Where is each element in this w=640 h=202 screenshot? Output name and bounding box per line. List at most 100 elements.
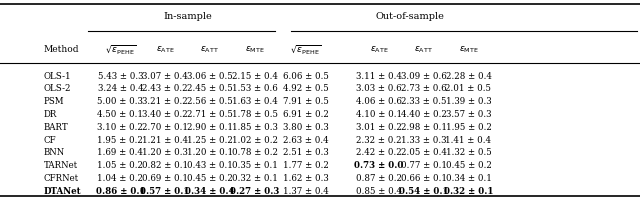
Text: 1.33 ± 0.3: 1.33 ± 0.3 bbox=[401, 135, 447, 144]
Text: 0.35 ± 0.1: 0.35 ± 0.1 bbox=[232, 160, 278, 169]
Text: 0.32 ± 0.1: 0.32 ± 0.1 bbox=[444, 186, 493, 195]
Text: 1.63 ± 0.4: 1.63 ± 0.4 bbox=[232, 97, 278, 106]
Text: 0.77 ± 0.1: 0.77 ± 0.1 bbox=[401, 160, 447, 169]
Text: 3.10 ± 0.2: 3.10 ± 0.2 bbox=[97, 122, 143, 131]
Text: 1.21 ± 0.4: 1.21 ± 0.4 bbox=[142, 135, 188, 144]
Text: 3.40 ± 0.2: 3.40 ± 0.2 bbox=[142, 109, 188, 118]
Text: 1.85 ± 0.3: 1.85 ± 0.3 bbox=[232, 122, 278, 131]
Text: 2.98 ± 0.1: 2.98 ± 0.1 bbox=[401, 122, 447, 131]
Text: 1.41 ± 0.4: 1.41 ± 0.4 bbox=[445, 135, 492, 144]
Text: 1.53 ± 0.6: 1.53 ± 0.6 bbox=[232, 84, 278, 93]
Text: $\epsilon_{\mathrm{ATT}}$: $\epsilon_{\mathrm{ATT}}$ bbox=[414, 44, 433, 55]
Text: $\epsilon_{\mathrm{ATE}}$: $\epsilon_{\mathrm{ATE}}$ bbox=[369, 44, 388, 55]
Text: 2.43 ± 0.2: 2.43 ± 0.2 bbox=[142, 84, 188, 93]
Text: 2.15 ± 0.4: 2.15 ± 0.4 bbox=[232, 71, 278, 80]
Text: DTANet: DTANet bbox=[44, 186, 81, 195]
Text: 0.27 ± 0.3: 0.27 ± 0.3 bbox=[230, 186, 280, 195]
Text: 0.87 ± 0.2: 0.87 ± 0.2 bbox=[356, 173, 402, 182]
Text: PSM: PSM bbox=[44, 97, 64, 106]
Text: 4.50 ± 0.1: 4.50 ± 0.1 bbox=[97, 109, 143, 118]
Text: 0.54 ± 0.1: 0.54 ± 0.1 bbox=[399, 186, 449, 195]
Text: DR: DR bbox=[44, 109, 57, 118]
Text: 2.32 ± 0.2: 2.32 ± 0.2 bbox=[356, 135, 402, 144]
Text: 2.56 ± 0.5: 2.56 ± 0.5 bbox=[187, 97, 233, 106]
Text: 2.01 ± 0.5: 2.01 ± 0.5 bbox=[445, 84, 492, 93]
Text: $\sqrt{\epsilon_{\mathrm{PEHE}}}$: $\sqrt{\epsilon_{\mathrm{PEHE}}}$ bbox=[290, 43, 322, 56]
Text: BNN: BNN bbox=[44, 148, 65, 157]
Text: 3.80 ± 0.3: 3.80 ± 0.3 bbox=[283, 122, 329, 131]
Text: 1.32 ± 0.5: 1.32 ± 0.5 bbox=[445, 148, 492, 157]
Text: 3.09 ± 0.6: 3.09 ± 0.6 bbox=[401, 71, 447, 80]
Text: 1.37 ± 0.4: 1.37 ± 0.4 bbox=[283, 186, 329, 195]
Text: 0.66 ± 0.1: 0.66 ± 0.1 bbox=[401, 173, 447, 182]
Text: $\epsilon_{\mathrm{ATT}}$: $\epsilon_{\mathrm{ATT}}$ bbox=[200, 44, 220, 55]
Text: 0.57 ± 0.1: 0.57 ± 0.1 bbox=[140, 186, 190, 195]
Text: 1.04 ± 0.2: 1.04 ± 0.2 bbox=[97, 173, 143, 182]
Text: 2.33 ± 0.5: 2.33 ± 0.5 bbox=[401, 97, 447, 106]
Text: In-sample: In-sample bbox=[163, 12, 212, 21]
Text: $\epsilon_{\mathrm{ATE}}$: $\epsilon_{\mathrm{ATE}}$ bbox=[156, 44, 175, 55]
Text: 3.01 ± 0.2: 3.01 ± 0.2 bbox=[356, 122, 402, 131]
Text: 3.57 ± 0.3: 3.57 ± 0.3 bbox=[445, 109, 492, 118]
Text: 6.06 ± 0.5: 6.06 ± 0.5 bbox=[283, 71, 329, 80]
Text: $\epsilon_{\mathrm{MTE}}$: $\epsilon_{\mathrm{MTE}}$ bbox=[459, 44, 478, 55]
Text: 2.70 ± 0.1: 2.70 ± 0.1 bbox=[142, 122, 188, 131]
Text: 5.00 ± 0.3: 5.00 ± 0.3 bbox=[97, 97, 143, 106]
Text: 4.06 ± 0.6: 4.06 ± 0.6 bbox=[356, 97, 402, 106]
Text: 1.25 ± 0.2: 1.25 ± 0.2 bbox=[187, 135, 233, 144]
Text: 3.21 ± 0.2: 3.21 ± 0.2 bbox=[142, 97, 188, 106]
Text: Out-of-sample: Out-of-sample bbox=[375, 12, 444, 21]
Text: 2.73 ± 0.6: 2.73 ± 0.6 bbox=[401, 84, 447, 93]
Text: $\sqrt{\epsilon_{\mathrm{PEHE}}}$: $\sqrt{\epsilon_{\mathrm{PEHE}}}$ bbox=[104, 43, 136, 56]
Text: OLS-2: OLS-2 bbox=[44, 84, 71, 93]
Text: 3.11 ± 0.4: 3.11 ± 0.4 bbox=[356, 71, 402, 80]
Text: 1.95 ± 0.2: 1.95 ± 0.2 bbox=[97, 135, 143, 144]
Text: 1.20 ± 0.1: 1.20 ± 0.1 bbox=[187, 148, 233, 157]
Text: 1.77 ± 0.2: 1.77 ± 0.2 bbox=[283, 160, 329, 169]
Text: 4.40 ± 0.2: 4.40 ± 0.2 bbox=[401, 109, 447, 118]
Text: 0.69 ± 0.1: 0.69 ± 0.1 bbox=[142, 173, 188, 182]
Text: 4.92 ± 0.5: 4.92 ± 0.5 bbox=[283, 84, 329, 93]
Text: 1.20 ± 0.3: 1.20 ± 0.3 bbox=[142, 148, 188, 157]
Text: 1.95 ± 0.2: 1.95 ± 0.2 bbox=[445, 122, 492, 131]
Text: OLS-1: OLS-1 bbox=[44, 71, 71, 80]
Text: 3.07 ± 0.4: 3.07 ± 0.4 bbox=[142, 71, 188, 80]
Text: 2.28 ± 0.4: 2.28 ± 0.4 bbox=[445, 71, 492, 80]
Text: 3.06 ± 0.5: 3.06 ± 0.5 bbox=[187, 71, 233, 80]
Text: 3.03 ± 0.6: 3.03 ± 0.6 bbox=[356, 84, 402, 93]
Text: Method: Method bbox=[44, 45, 79, 54]
Text: 0.32 ± 0.1: 0.32 ± 0.1 bbox=[232, 173, 278, 182]
Text: 2.05 ± 0.4: 2.05 ± 0.4 bbox=[401, 148, 447, 157]
Text: 2.90 ± 0.1: 2.90 ± 0.1 bbox=[187, 122, 233, 131]
Text: 2.42 ± 0.2: 2.42 ± 0.2 bbox=[356, 148, 402, 157]
Text: 2.45 ± 0.5: 2.45 ± 0.5 bbox=[187, 84, 233, 93]
Text: CF: CF bbox=[44, 135, 56, 144]
Text: 0.85 ± 0.4: 0.85 ± 0.4 bbox=[356, 186, 402, 195]
Text: 1.02 ± 0.2: 1.02 ± 0.2 bbox=[232, 135, 278, 144]
Text: 0.34 ± 0.4: 0.34 ± 0.4 bbox=[185, 186, 235, 195]
Text: 0.73 ± 0.0: 0.73 ± 0.0 bbox=[354, 160, 404, 169]
Text: 0.43 ± 0.1: 0.43 ± 0.1 bbox=[187, 160, 233, 169]
Text: TARNet: TARNet bbox=[44, 160, 77, 169]
Text: 6.91 ± 0.2: 6.91 ± 0.2 bbox=[283, 109, 329, 118]
Text: CFRNet: CFRNet bbox=[44, 173, 79, 182]
Text: 1.69 ± 0.4: 1.69 ± 0.4 bbox=[97, 148, 143, 157]
Text: $\epsilon_{\mathrm{MTE}}$: $\epsilon_{\mathrm{MTE}}$ bbox=[245, 44, 264, 55]
Text: 4.10 ± 0.1: 4.10 ± 0.1 bbox=[356, 109, 402, 118]
Text: 2.51 ± 0.3: 2.51 ± 0.3 bbox=[283, 148, 329, 157]
Text: 0.34 ± 0.1: 0.34 ± 0.1 bbox=[445, 173, 492, 182]
Text: 0.82 ± 0.1: 0.82 ± 0.1 bbox=[142, 160, 188, 169]
Text: BART: BART bbox=[44, 122, 68, 131]
Text: 0.86 ± 0.1: 0.86 ± 0.1 bbox=[95, 186, 145, 195]
Text: 0.45 ± 0.2: 0.45 ± 0.2 bbox=[445, 160, 492, 169]
Text: 1.78 ± 0.5: 1.78 ± 0.5 bbox=[232, 109, 278, 118]
Text: 1.62 ± 0.3: 1.62 ± 0.3 bbox=[283, 173, 329, 182]
Text: 1.39 ± 0.3: 1.39 ± 0.3 bbox=[445, 97, 492, 106]
Text: 7.91 ± 0.5: 7.91 ± 0.5 bbox=[283, 97, 329, 106]
Text: 2.71 ± 0.5: 2.71 ± 0.5 bbox=[187, 109, 233, 118]
Text: 1.05 ± 0.2: 1.05 ± 0.2 bbox=[97, 160, 143, 169]
Text: 5.43 ± 0.3: 5.43 ± 0.3 bbox=[97, 71, 143, 80]
Text: 0.78 ± 0.2: 0.78 ± 0.2 bbox=[232, 148, 278, 157]
Text: 0.45 ± 0.2: 0.45 ± 0.2 bbox=[187, 173, 233, 182]
Text: 2.63 ± 0.4: 2.63 ± 0.4 bbox=[283, 135, 329, 144]
